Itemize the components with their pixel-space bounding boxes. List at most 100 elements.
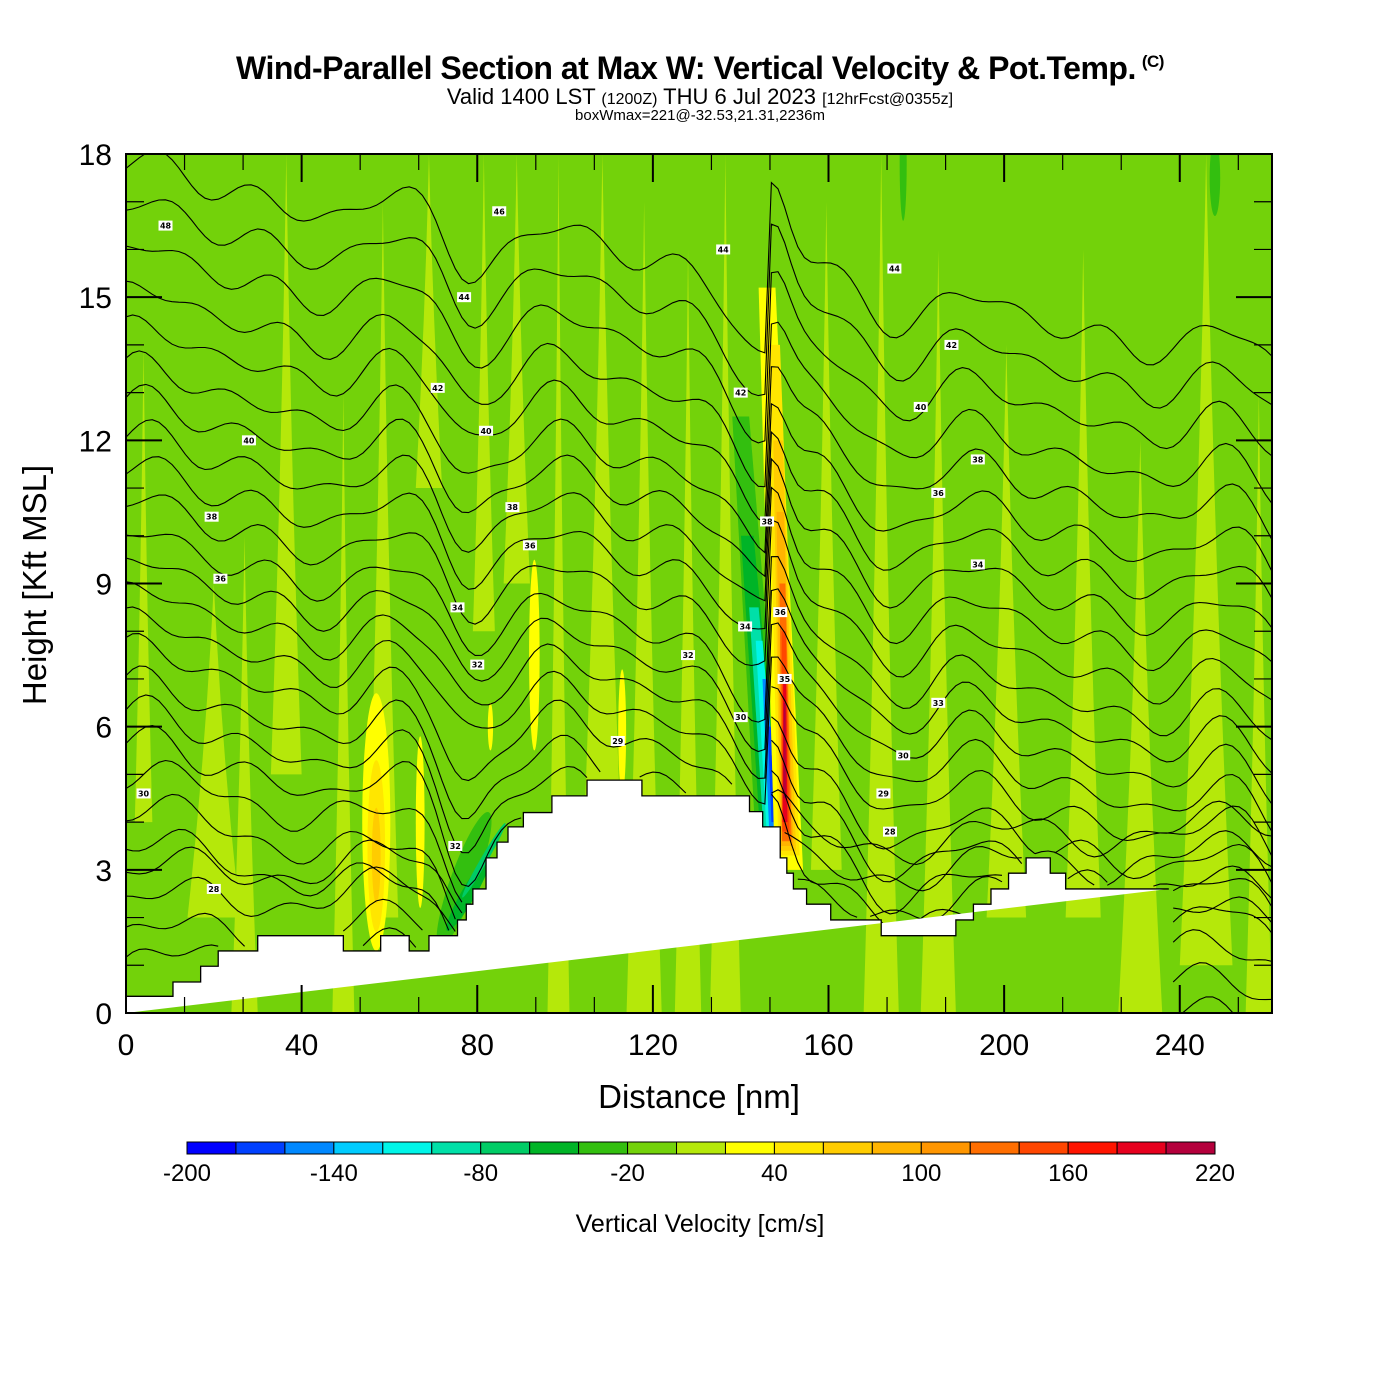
colorbar-swatch (235, 1141, 286, 1155)
colorbar-tick-label: 220 (1195, 1160, 1235, 1187)
colorbar-tick-label: 100 (901, 1160, 941, 1187)
chart-title-text: Wind-Parallel Section at Max W: Vertical… (236, 50, 1136, 86)
updraft-band (332, 392, 355, 1013)
contour-label: 38 (761, 517, 773, 526)
contour-label-bg (206, 883, 221, 894)
colorbar-swatch (480, 1141, 531, 1155)
theta-contour-line (126, 280, 1272, 504)
contour-label-bg (450, 602, 465, 613)
contour-label: 34 (740, 622, 752, 631)
theta-contour-line (126, 350, 1272, 572)
theta-contour-line (126, 828, 1234, 1013)
colorbar-tick-label: -20 (610, 1160, 645, 1187)
contour-label-bg (773, 607, 788, 618)
y-tick-label: 0 (95, 998, 112, 1031)
contour-label-bg (136, 788, 151, 799)
theta-contour-line (126, 245, 1272, 457)
updraft-band (415, 154, 443, 489)
contour-label-bg (777, 673, 792, 684)
contour-label: 44 (889, 265, 901, 274)
theta-contour-line (126, 419, 1272, 637)
theta-contours (126, 154, 1272, 1013)
updraft-band (1118, 440, 1163, 1013)
colorbar-swatch (431, 1141, 482, 1155)
contour-label: 44 (718, 245, 730, 254)
colorbar-title: Vertical Velocity [cm/s] (576, 1210, 825, 1238)
colorbar-swatch (578, 1141, 629, 1155)
colorbar-swatch (529, 1141, 580, 1155)
contour-label: 44 (459, 293, 471, 302)
colorbar: -200 -140 -80 -20 40 100 160 220 (163, 1141, 1235, 1187)
colorbar-swatch (969, 1141, 1020, 1155)
updraft-core (371, 807, 381, 904)
contour-label: 36 (775, 608, 787, 617)
x-axis: 0 40 80 120 160 200 240 (118, 154, 1239, 1062)
contour-label: 40 (915, 403, 927, 412)
colorbar-swatch (871, 1141, 922, 1155)
x-tick-label: 0 (118, 1029, 135, 1062)
contour-label-bg (610, 735, 625, 746)
downdraft-core (899, 154, 907, 221)
x-tick-label: 120 (628, 1029, 678, 1062)
y-tick-label: 6 (95, 712, 112, 745)
updraft-core (487, 702, 494, 751)
colorbar-swatch (920, 1141, 971, 1155)
theta-contour-line (126, 533, 1272, 741)
colorbar-swatch (822, 1141, 873, 1155)
contour-label: 48 (160, 222, 172, 231)
x-axis-label: Distance [nm] (598, 1078, 800, 1115)
contour-label: 38 (206, 513, 218, 522)
contour-label-bg (913, 401, 928, 412)
y-tick-label: 18 (79, 139, 112, 172)
updraft-band (582, 154, 623, 870)
contour-label-bg (887, 263, 902, 274)
theta-contour-line (126, 665, 1272, 884)
updraft-band (231, 535, 258, 1013)
contour-label-bg (430, 382, 445, 393)
contour-label: 30 (898, 751, 910, 760)
updraft-band (503, 154, 530, 584)
contour-label: 42 (735, 389, 746, 398)
downdraft-core (462, 823, 506, 898)
contour-label-bg (470, 659, 485, 670)
theta-contour-line (126, 830, 1272, 932)
contour-label: 30 (138, 789, 150, 798)
theta-contour-line (126, 314, 1272, 541)
updraft-core (415, 736, 425, 909)
x-tick-label: 160 (803, 1029, 853, 1062)
updraft-band (1179, 154, 1233, 966)
colorbar-tick-label: -140 (310, 1160, 358, 1187)
updraft-core (783, 702, 786, 799)
y-tick-label: 3 (95, 855, 112, 888)
theta-contour-line (126, 633, 1272, 857)
contour-label-bg (970, 454, 985, 465)
box-wmax-info: boxWmax=221@-32.53,21.31,2236m (575, 107, 825, 124)
contour-label: 34 (452, 603, 464, 612)
theta-contour-line (126, 793, 1272, 1001)
downdraft-core (436, 811, 492, 947)
updraft-band (810, 201, 842, 870)
contour-label: 36 (215, 575, 227, 584)
valid-time: Valid 1400 LST (446, 84, 596, 109)
terrain (126, 779, 1169, 1013)
theta-contour-line (126, 759, 1272, 962)
contour-label: 38 (507, 503, 519, 512)
x-tick-label: 240 (1155, 1029, 1205, 1062)
updraft-band (986, 344, 1027, 918)
contour-label: 30 (735, 713, 747, 722)
contour-label-bg (681, 650, 696, 661)
updraft-band (270, 154, 302, 775)
updraft-core (529, 559, 540, 751)
theta-contour-line (126, 581, 1272, 805)
colorbar-swatch (724, 1141, 775, 1155)
colorbar-swatch (1165, 1141, 1216, 1155)
contour-label-bg (931, 697, 946, 708)
terrain-profile (126, 779, 1169, 1013)
chart-subtitle: Valid 1400 LST (1200Z) THU 6 Jul 2023 [1… (0, 86, 1400, 111)
valid-time-utc: (1200Z) (601, 91, 658, 108)
contour-label: 33 (933, 699, 944, 708)
colorbar-tick-label: 160 (1048, 1160, 1088, 1187)
contour-label: 28 (208, 885, 220, 894)
colorbar-swatch (333, 1141, 384, 1155)
